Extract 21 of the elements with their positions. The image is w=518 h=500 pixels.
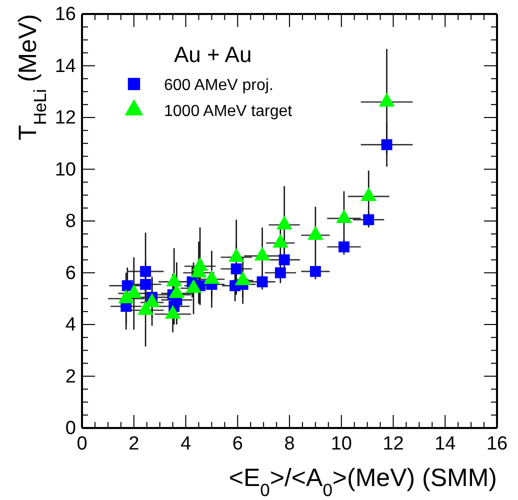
y-tick-label: 16 (54, 4, 76, 26)
x-tick-label: 6 (232, 433, 243, 454)
legend-label: 1000 AMeV target (164, 103, 293, 120)
x-tick-label: 2 (128, 433, 140, 454)
y-tick-label: 4 (65, 314, 76, 336)
x-tick-label: 14 (434, 433, 456, 454)
y-tick-label: 0 (65, 418, 76, 440)
legend-title: Au + Au (174, 42, 252, 67)
y-tick-label: 2 (65, 366, 76, 388)
x-tick-label: 12 (382, 433, 404, 454)
y-tick-label: 14 (54, 56, 76, 77)
y-tick-label: 8 (65, 211, 76, 232)
y-tick-label: 10 (54, 159, 76, 180)
x-tick-label: 8 (284, 433, 295, 454)
x-axis-title: <E$_{0}$>/<A$_{0}$>(MeV) (SMM) (228, 464, 497, 500)
y-tick-label: 6 (65, 262, 76, 284)
y-tick-label: 12 (54, 108, 76, 129)
legend-label: 600 AMeV proj. (164, 77, 274, 94)
x-tick-label: 10 (330, 433, 352, 454)
x-tick-label: 16 (486, 433, 508, 454)
x-tick-label: 4 (180, 433, 192, 454)
